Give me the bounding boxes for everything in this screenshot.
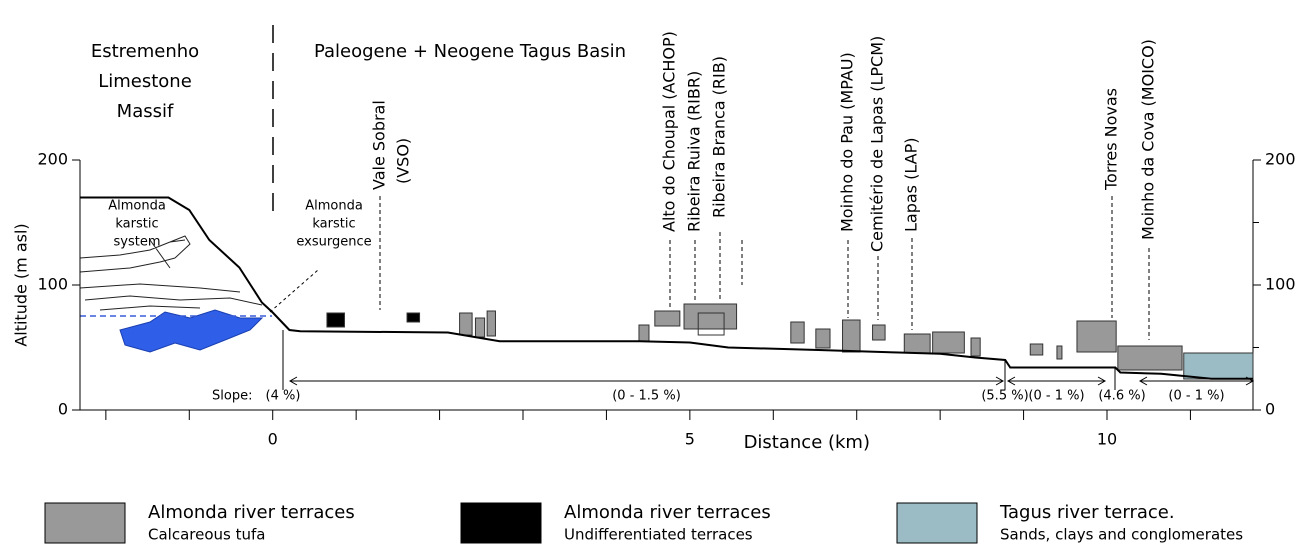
legend-title: Almonda river terraces [148, 502, 355, 523]
slope-label: (5.5 %) [981, 389, 1028, 404]
terrace [638, 324, 650, 342]
region-label: Estremenho [91, 41, 199, 62]
terrace [1029, 343, 1044, 356]
legend-swatch [896, 502, 978, 544]
site-label: Vale Sobral [370, 100, 389, 190]
terrace [486, 310, 496, 337]
x-tick-label: 10 [1097, 430, 1117, 449]
slope-label: (4 %) [266, 389, 301, 404]
y2-tick-label: 0 [1265, 400, 1275, 419]
terrace [459, 312, 473, 336]
slope-label: (0 - 1.5 %) [612, 389, 681, 404]
exsurgence-leader [269, 269, 319, 313]
arrow-head [1006, 376, 1107, 386]
site-label: Lapas (LAP) [902, 138, 921, 232]
terrace [970, 337, 981, 357]
y-axis-label: Altitude (m asl) [12, 223, 31, 346]
y-tick-label: 200 [37, 150, 68, 169]
exsurgence-label: Almonda [305, 199, 363, 214]
profile-line [80, 196, 1253, 380]
terrace [1183, 352, 1254, 380]
slope-label: (0 - 1 %) [1028, 389, 1084, 404]
karst-label: Almonda [108, 199, 166, 214]
terrace [790, 321, 805, 344]
terrace [872, 324, 886, 341]
y-tick-label: 100 [37, 275, 68, 294]
exsurgence-label: exsurgence [296, 235, 371, 250]
site-label: Cemitério de Lapas (LPCM) [868, 36, 887, 252]
site-label: Ribeira Branca (RIB) [710, 56, 729, 218]
terrace [1117, 345, 1183, 371]
arrow-head [1138, 376, 1255, 386]
terrace [1076, 320, 1117, 353]
slope-title: Slope: [212, 389, 252, 404]
arrow-head [288, 376, 1005, 386]
site-label: (VSO) [394, 138, 413, 184]
site-label: Moinho do Pau (MPAU) [838, 52, 857, 232]
terrace [654, 310, 681, 327]
region-label: Paleogene + Neogene Tagus Basin [314, 41, 626, 62]
terrace [474, 317, 486, 338]
karst-sketch [79, 235, 263, 311]
y-tick-label: 0 [58, 400, 68, 419]
legend-subtitle: Calcareous tufa [148, 526, 265, 544]
slope-label: (4.6 %) [1098, 389, 1145, 404]
region-label: Limestone [98, 71, 192, 92]
karst-label: karstic [115, 217, 158, 232]
terrace [903, 333, 931, 354]
karst-label: system [114, 235, 161, 250]
x-tick-label: 5 [685, 430, 695, 449]
terrace [815, 328, 831, 349]
site-label: Torres Novas [1102, 88, 1121, 191]
terrace [683, 303, 738, 330]
legend-title: Tagus river terrace. [999, 502, 1175, 523]
terrace [932, 331, 965, 354]
legend-subtitle: Sands, clays and conglomerates [1000, 526, 1243, 544]
karst-water [119, 309, 264, 353]
slope-label: (0 - 1 %) [1168, 389, 1224, 404]
y2-tick-label: 100 [1265, 275, 1296, 294]
x-tick-label: 0 [268, 430, 278, 449]
site-label: Alto do Choupal (ACHOP) [660, 31, 679, 232]
legend-subtitle: Undifferentiated terraces [564, 526, 753, 544]
terrace [842, 319, 861, 353]
terrace [326, 312, 345, 328]
x-axis-label: Distance (km) [744, 432, 870, 453]
exsurgence-label: karstic [312, 217, 355, 232]
region-label: Massif [117, 101, 174, 122]
legend-swatch [44, 502, 126, 544]
y2-tick-label: 200 [1265, 150, 1296, 169]
legend-title: Almonda river terraces [564, 502, 771, 523]
site-label: Moinho da Cova (MOICO) [1139, 39, 1158, 240]
legend-swatch [460, 502, 542, 544]
terrace [1056, 345, 1063, 360]
terrace [406, 312, 421, 323]
site-label: Ribeira Ruiva (RIBR) [685, 71, 704, 232]
terrace [697, 312, 725, 336]
